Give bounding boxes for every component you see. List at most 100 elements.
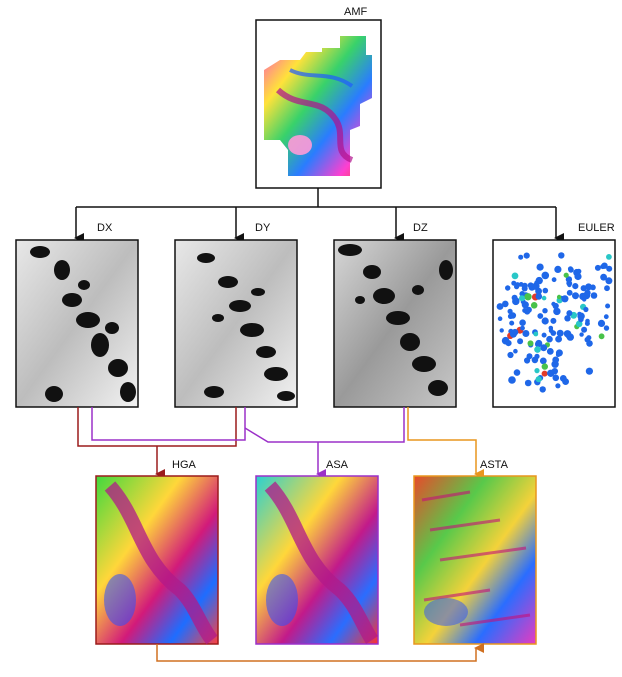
euler-point xyxy=(535,293,543,300)
euler-point xyxy=(564,315,571,322)
euler-point xyxy=(539,357,547,365)
asa-node: ASA xyxy=(255,459,379,645)
asta-label: ASTA xyxy=(480,459,509,471)
euler-point xyxy=(582,297,587,302)
euler-point xyxy=(522,330,530,337)
euler-point xyxy=(524,379,532,387)
euler-point xyxy=(547,369,555,377)
euler-point xyxy=(581,326,588,333)
euler-point xyxy=(605,303,611,309)
dy-anomalies xyxy=(197,253,295,401)
euler-point xyxy=(541,363,548,370)
euler-point xyxy=(556,294,562,300)
euler-point xyxy=(548,328,554,334)
euler-point xyxy=(577,311,582,317)
amf-map xyxy=(264,36,372,176)
hga-to-asta-connector xyxy=(156,643,484,662)
euler-point xyxy=(606,254,612,260)
dz-node: DZ xyxy=(333,222,457,408)
euler-point xyxy=(499,328,504,333)
euler-solutions xyxy=(496,252,613,393)
euler-point xyxy=(597,319,606,327)
dx-label: DX xyxy=(97,222,113,234)
euler-point xyxy=(519,319,526,327)
dy-label: DY xyxy=(255,222,271,234)
euler-point xyxy=(537,313,544,319)
euler-point xyxy=(519,295,525,302)
euler-point xyxy=(598,333,605,340)
euler-point xyxy=(574,272,582,281)
euler-point xyxy=(585,367,594,375)
euler-point xyxy=(559,375,567,382)
euler-point xyxy=(541,295,547,301)
euler-point xyxy=(521,301,529,309)
dx-anomalies xyxy=(30,246,136,402)
euler-point xyxy=(566,289,573,296)
asta-node: ASTA xyxy=(413,459,537,645)
euler-point xyxy=(550,317,557,324)
euler-point xyxy=(567,282,572,288)
euler-point xyxy=(552,302,559,310)
dx-node: DX xyxy=(15,222,139,408)
euler-point xyxy=(535,376,542,383)
euler-point xyxy=(584,289,591,297)
euler-point xyxy=(513,348,518,354)
euler-point xyxy=(552,356,560,364)
euler-point xyxy=(604,325,609,331)
dz-to-asta-connector xyxy=(407,407,484,479)
euler-point xyxy=(561,295,569,303)
euler-point xyxy=(497,316,503,322)
euler-point xyxy=(584,321,590,326)
euler-point xyxy=(530,302,538,309)
euler-point xyxy=(509,320,515,326)
dy-node: DY xyxy=(174,222,298,408)
euler-point xyxy=(527,282,534,289)
euler-point xyxy=(546,348,554,355)
euler-point xyxy=(605,277,613,285)
euler-point xyxy=(566,310,573,317)
euler-point xyxy=(514,297,520,303)
euler-point xyxy=(553,307,561,316)
euler-label: EULER xyxy=(578,222,615,234)
euler-point xyxy=(502,300,509,308)
euler-point xyxy=(552,374,560,382)
euler-point xyxy=(511,272,519,280)
euler-point xyxy=(523,252,530,259)
euler-point xyxy=(563,272,569,278)
euler-point xyxy=(541,370,548,377)
euler-point xyxy=(505,340,512,347)
dy-map xyxy=(174,239,298,408)
euler-point xyxy=(511,328,519,336)
dx-map xyxy=(15,239,139,408)
euler-point xyxy=(525,306,532,313)
euler-point xyxy=(542,308,548,314)
euler-point xyxy=(578,316,584,323)
euler-point xyxy=(585,283,593,291)
euler-point xyxy=(533,331,539,337)
euler-point xyxy=(508,376,516,384)
euler-node: EULER xyxy=(492,222,616,408)
euler-point xyxy=(520,325,525,331)
euler-point xyxy=(556,329,564,337)
amf-label: AMF xyxy=(344,6,368,18)
euler-point xyxy=(521,282,528,289)
euler-point xyxy=(540,344,548,352)
euler-point xyxy=(505,285,511,291)
euler-point xyxy=(526,353,533,360)
euler-point xyxy=(518,254,524,260)
euler-point xyxy=(590,292,598,299)
euler-point xyxy=(513,369,521,376)
hga-label: HGA xyxy=(172,459,197,471)
dy-dz-to-asa-connector xyxy=(91,407,405,479)
euler-point xyxy=(534,346,541,353)
amf-node: AMF xyxy=(255,6,382,189)
amf-connectors xyxy=(74,188,564,243)
dz-anomalies xyxy=(338,244,453,396)
euler-point xyxy=(584,336,591,343)
euler-point xyxy=(524,293,532,301)
euler-point xyxy=(601,262,608,269)
euler-point xyxy=(600,273,607,281)
euler-point xyxy=(572,292,579,300)
euler-point xyxy=(606,265,613,272)
euler-point xyxy=(536,263,544,271)
